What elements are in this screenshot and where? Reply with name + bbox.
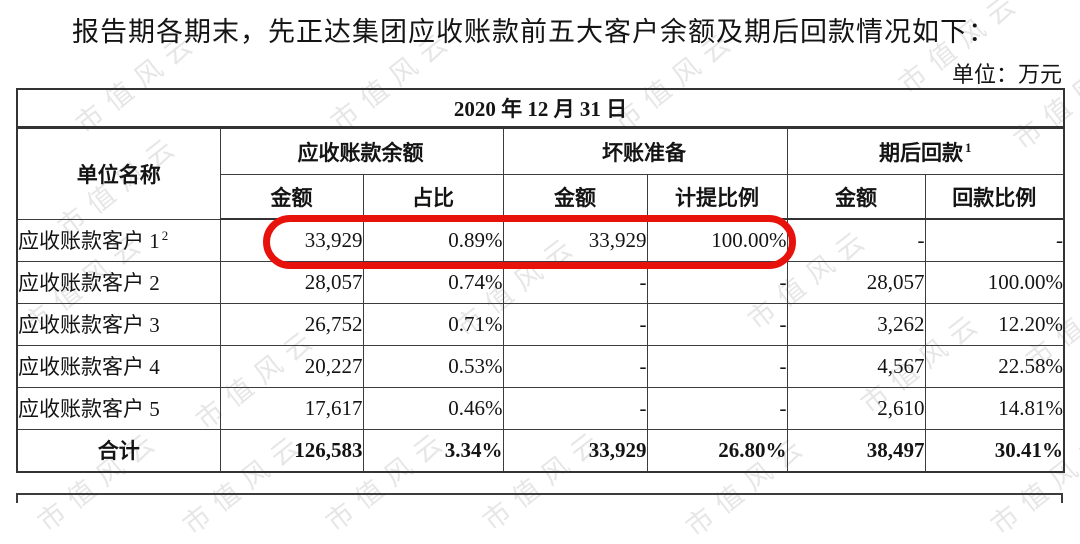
customer-name: 应收账款客户 4 [18, 355, 160, 379]
table-total-row: 合计 126,583 3.34% 33,929 26.80% 38,497 30… [16, 428, 1065, 472]
provision-ratio-cell: - [646, 386, 788, 430]
bad-debt-amount-cell: - [502, 386, 648, 430]
collection-ratio-cell: 14.81% [924, 386, 1065, 430]
collection-amount-cell: 28,057 [786, 260, 926, 304]
collection-amount-cell: 4,567 [786, 344, 926, 388]
ar-proportion-cell: 0.46% [362, 386, 504, 430]
customer-name: 应收账款客户 3 [18, 313, 160, 337]
column-header-provision-ratio: 计提比例 [646, 174, 788, 220]
provision-ratio-cell: - [646, 344, 788, 388]
group-superscript: 1 [965, 139, 972, 155]
page-title: 报告期各期末，先正达集团应收账款前五大客户余额及期后回款情况如下： [72, 17, 996, 47]
customer-name: 应收账款客户 5 [18, 397, 160, 421]
total-bad-debt-amount-cell: 33,929 [502, 428, 648, 472]
collection-amount-cell: 3,262 [786, 302, 926, 346]
bad-debt-amount-cell: - [502, 344, 648, 388]
total-collection-amount-cell: 38,497 [786, 428, 926, 472]
column-header-amount: 金额 [786, 174, 926, 220]
column-group-bad-debt: 坏账准备 [502, 127, 788, 175]
ar-proportion-cell: 0.71% [362, 302, 504, 346]
footnote-superscript: 2 [161, 228, 169, 243]
collection-amount-cell: - [786, 218, 926, 262]
collection-ratio-cell: 100.00% [924, 260, 1065, 304]
table-row-customer-4: 应收账款客户 4 20,227 0.53% - - 4,567 22.58% [16, 344, 1065, 388]
customer-name-cell: 应收账款客户 4 [16, 344, 221, 388]
column-header-amount: 金额 [219, 174, 364, 220]
provision-ratio-cell: - [646, 302, 788, 346]
group-label: 期后回款 [879, 140, 964, 165]
customer-name-cell: 应收账款客户 2 [16, 260, 221, 304]
collection-ratio-cell: 22.58% [924, 344, 1065, 388]
ar-proportion-cell: 0.53% [362, 344, 504, 388]
total-ar-amount-cell: 126,583 [219, 428, 364, 472]
total-ar-proportion-cell: 3.34% [362, 428, 504, 472]
bad-debt-amount-cell: 33,929 [502, 218, 648, 262]
total-label-cell: 合计 [16, 428, 221, 472]
column-header-unit-name: 单位名称 [16, 127, 221, 220]
column-header-collection-ratio: 回款比例 [924, 174, 1065, 220]
collection-ratio-cell: 12.20% [924, 302, 1065, 346]
column-group-post-period-collection: 期后回款 1 [786, 127, 1065, 175]
table-row-customer-5: 应收账款客户 5 17,617 0.46% - - 2,610 14.81% [16, 386, 1065, 430]
group-label: 坏账准备 [602, 140, 686, 165]
customer-name-cell: 应收账款客户 5 [16, 386, 221, 430]
ar-amount-cell: 26,752 [219, 302, 364, 346]
group-label: 应收账款余额 [297, 140, 424, 165]
ar-amount-cell: 20,227 [219, 344, 364, 388]
table-group-header-row: 单位名称 应收账款余额 坏账准备 期后回款 1 [16, 127, 1065, 220]
table-date-row: 2020 年 12 月 31 日 [16, 88, 1065, 129]
next-table-top-edge [16, 493, 1063, 503]
receivables-table: 2020 年 12 月 31 日 单位名称 应收账款余额 坏账准备 期后回款 1 … [16, 88, 1066, 473]
bad-debt-amount-cell: - [502, 302, 648, 346]
customer-name-cell: 应收账款客户 3 [16, 302, 221, 346]
collection-ratio-cell: - [924, 218, 1065, 262]
total-provision-ratio-cell: 26.80% [646, 428, 788, 472]
red-highlight-annotation [263, 215, 796, 269]
column-group-ar-balance: 应收账款余额 [219, 127, 504, 175]
customer-name: 应收账款客户 1 [18, 229, 160, 253]
table-row-customer-3: 应收账款客户 3 26,752 0.71% - - 3,262 12.20% [16, 302, 1065, 346]
column-header-amount: 金额 [502, 174, 648, 220]
collection-amount-cell: 2,610 [786, 386, 926, 430]
total-collection-ratio-cell: 30.41% [924, 428, 1065, 472]
customer-name: 应收账款客户 2 [18, 271, 160, 295]
column-header-proportion: 占比 [362, 174, 504, 220]
ar-amount-cell: 17,617 [219, 386, 364, 430]
unit-label: 单位：万元 [951, 62, 1062, 87]
date-header-cell: 2020 年 12 月 31 日 [16, 88, 1065, 129]
